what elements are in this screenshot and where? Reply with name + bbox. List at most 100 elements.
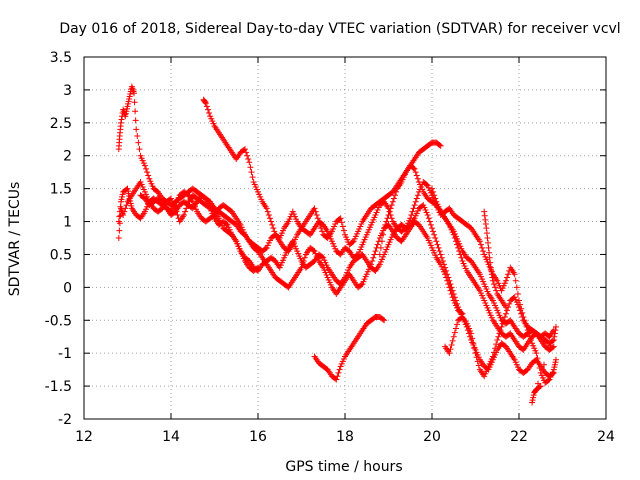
y-tick-label: 3.5 bbox=[50, 50, 72, 66]
data-point bbox=[315, 218, 322, 225]
data-point bbox=[499, 320, 506, 327]
data-point bbox=[246, 159, 253, 166]
data-point bbox=[455, 244, 462, 251]
data-point bbox=[115, 218, 122, 225]
data-point bbox=[489, 277, 496, 284]
data-point bbox=[123, 202, 130, 209]
data-point bbox=[513, 284, 520, 291]
data-point bbox=[430, 188, 437, 195]
data-point bbox=[488, 267, 495, 274]
data-point bbox=[502, 304, 509, 311]
x-tick-label: 18 bbox=[336, 429, 354, 445]
data-point bbox=[298, 264, 305, 271]
data-points bbox=[115, 83, 559, 406]
data-point bbox=[473, 354, 480, 361]
data-point bbox=[512, 277, 519, 284]
data-point bbox=[450, 231, 457, 238]
data-point bbox=[374, 241, 381, 248]
data-point bbox=[551, 333, 558, 340]
data-point bbox=[300, 258, 307, 265]
y-tick-label: 1.5 bbox=[50, 182, 72, 198]
x-tick-label: 24 bbox=[597, 429, 615, 445]
data-point bbox=[353, 252, 360, 259]
data-point bbox=[310, 247, 317, 254]
data-point bbox=[493, 287, 500, 294]
data-point bbox=[255, 264, 261, 271]
data-point bbox=[371, 251, 378, 258]
data-point bbox=[245, 156, 252, 163]
data-point bbox=[385, 211, 392, 218]
data-point bbox=[116, 213, 123, 220]
data-point bbox=[270, 225, 277, 232]
data-point bbox=[484, 235, 491, 241]
data-point bbox=[142, 165, 149, 172]
data-point bbox=[243, 149, 250, 156]
data-point bbox=[502, 310, 509, 317]
data-point bbox=[482, 221, 489, 228]
data-point bbox=[338, 219, 345, 226]
data-point bbox=[500, 317, 507, 324]
y-tick-label: -0.5 bbox=[45, 313, 72, 329]
data-point bbox=[447, 287, 454, 294]
data-point bbox=[475, 362, 482, 369]
series-track-10 bbox=[429, 185, 557, 353]
data-point bbox=[550, 343, 557, 350]
data-point bbox=[488, 271, 495, 278]
data-point bbox=[349, 239, 356, 246]
data-point bbox=[411, 202, 418, 209]
data-point bbox=[459, 310, 466, 317]
data-point bbox=[505, 271, 512, 278]
data-point bbox=[448, 290, 455, 297]
data-point bbox=[318, 225, 325, 232]
data-point bbox=[133, 126, 140, 133]
data-point bbox=[271, 228, 278, 235]
data-point bbox=[264, 208, 271, 215]
data-point bbox=[414, 175, 421, 182]
data-point bbox=[115, 235, 122, 241]
data-point bbox=[334, 373, 341, 380]
data-point bbox=[518, 310, 525, 317]
data-point bbox=[410, 205, 417, 212]
x-tick-label: 14 bbox=[162, 429, 180, 445]
data-point bbox=[492, 345, 499, 352]
data-point bbox=[387, 205, 394, 212]
data-point bbox=[248, 169, 255, 176]
data-point bbox=[174, 211, 181, 218]
data-point bbox=[485, 244, 492, 251]
data-point bbox=[493, 341, 500, 348]
data-point bbox=[550, 337, 557, 344]
data-point bbox=[476, 238, 483, 245]
data-point bbox=[131, 90, 138, 97]
data-point bbox=[336, 366, 343, 373]
data-point bbox=[534, 355, 541, 362]
data-point bbox=[517, 307, 524, 314]
data-point bbox=[131, 99, 138, 106]
data-point bbox=[487, 264, 494, 271]
series-track-4 bbox=[200, 96, 444, 248]
x-axis-label: GPS time / hours bbox=[285, 459, 402, 475]
data-point bbox=[369, 258, 376, 265]
data-point bbox=[432, 235, 439, 241]
y-tick-label: -1 bbox=[58, 346, 72, 362]
data-point bbox=[490, 349, 497, 356]
data-point bbox=[393, 188, 400, 195]
data-point bbox=[144, 169, 151, 176]
data-point bbox=[458, 254, 465, 261]
data-point bbox=[504, 274, 511, 281]
data-point bbox=[136, 146, 143, 153]
data-point bbox=[316, 221, 323, 228]
data-point bbox=[533, 350, 540, 357]
axis-ticks: 12 14 16 18 20 22 24 -2 -1.5 -1 -0.5 0 0.5 1 1.5 2 2.5 3 3… bbox=[45, 50, 615, 445]
data-point bbox=[552, 323, 559, 330]
data-point bbox=[116, 227, 123, 234]
data-point bbox=[549, 344, 556, 351]
data-point bbox=[457, 251, 464, 258]
series-track-7 bbox=[481, 208, 509, 311]
x-tick-label: 20 bbox=[423, 429, 441, 445]
data-point bbox=[537, 383, 544, 390]
data-point bbox=[470, 340, 477, 347]
data-point bbox=[471, 345, 478, 352]
data-point bbox=[552, 327, 559, 334]
data-point bbox=[514, 290, 521, 297]
data-point bbox=[511, 271, 518, 278]
